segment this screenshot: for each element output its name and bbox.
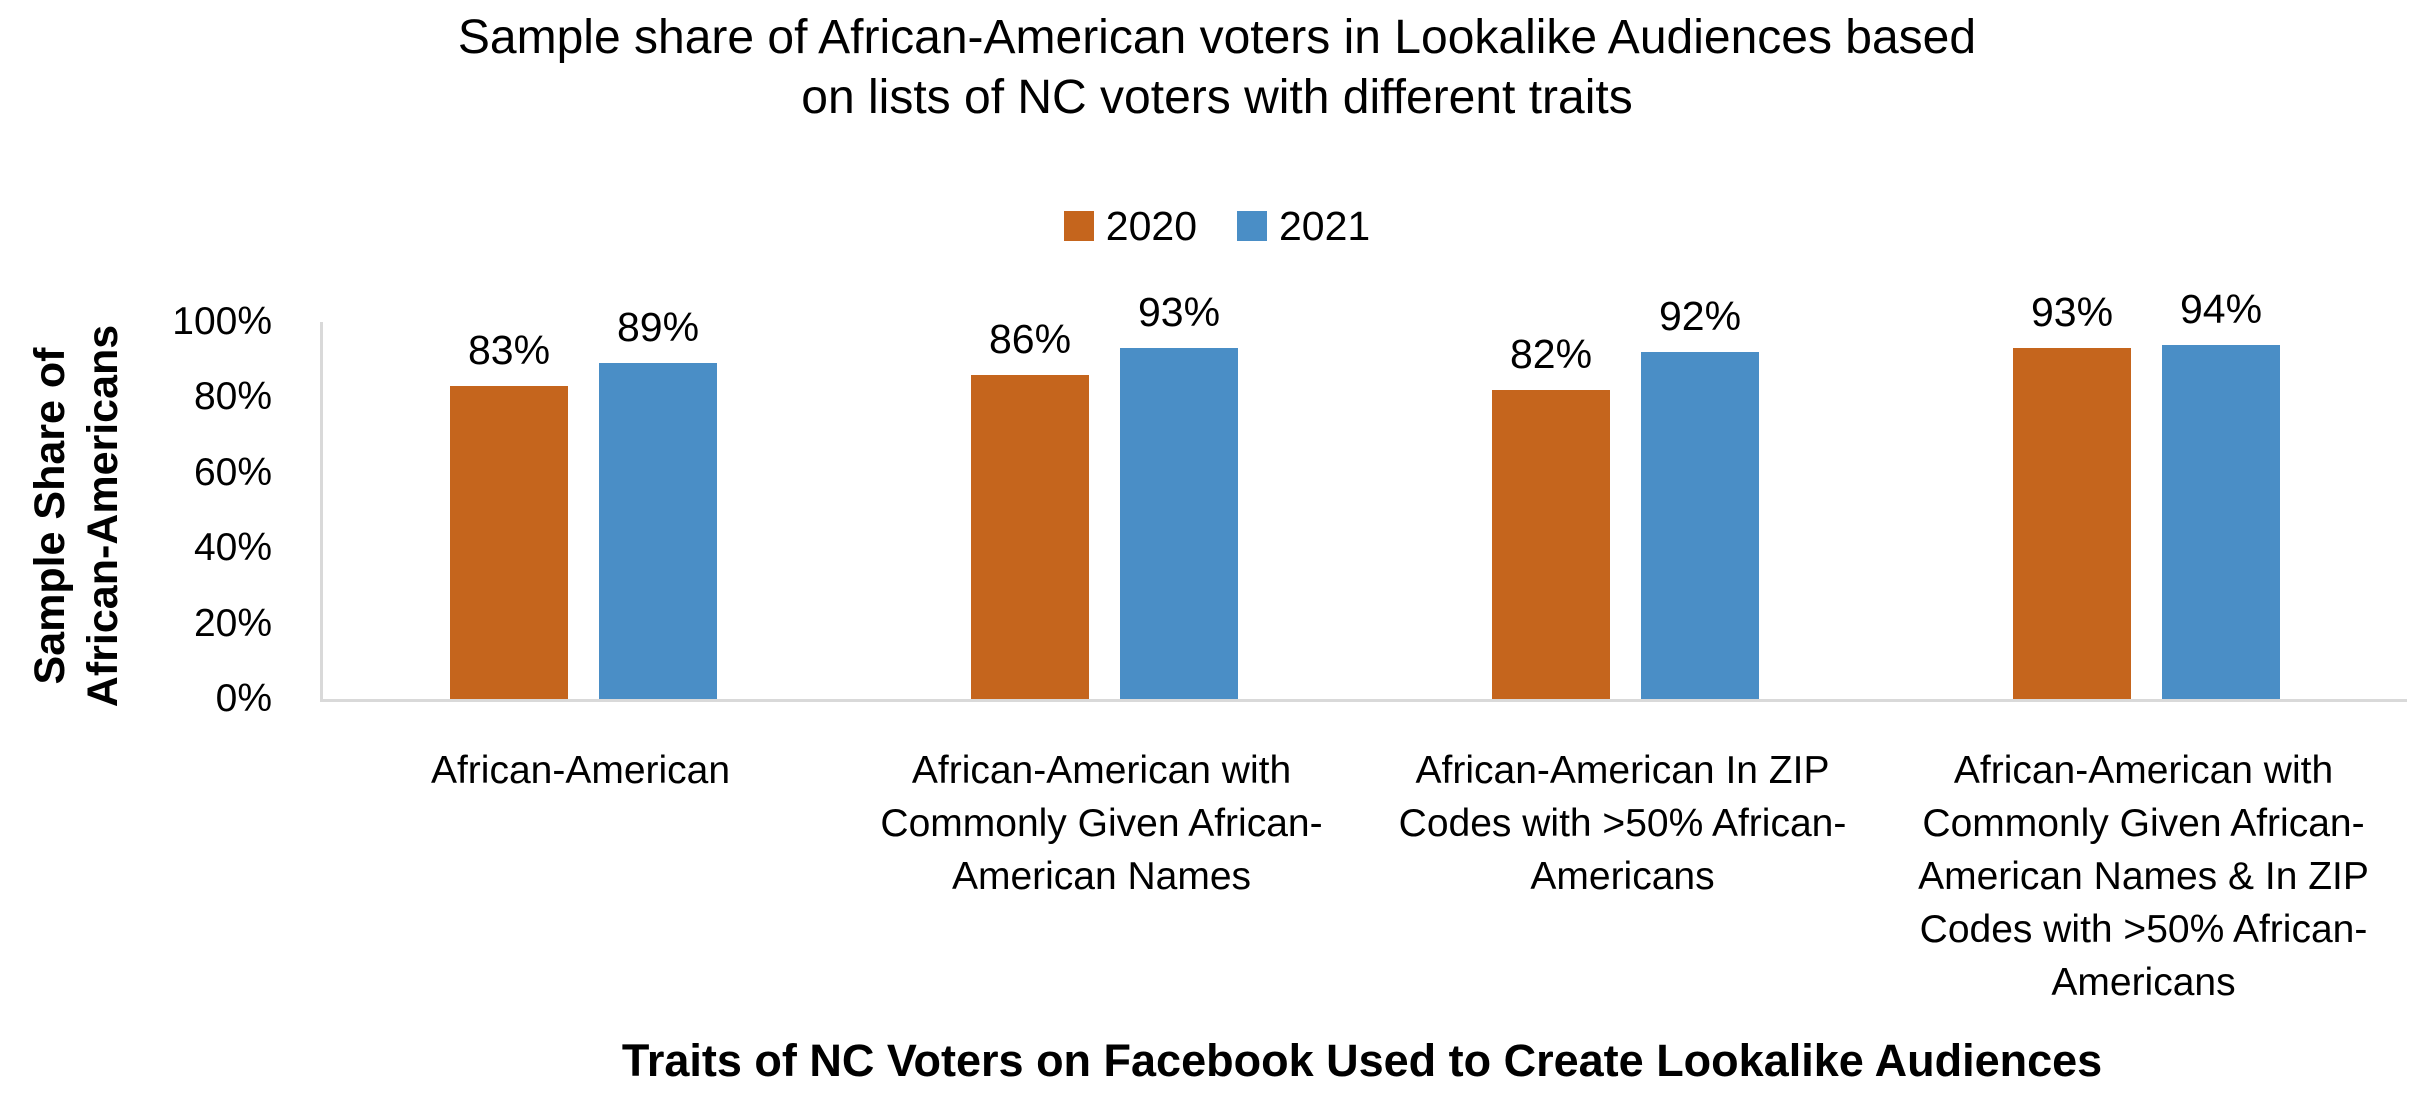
legend-swatch-icon — [1237, 211, 1267, 241]
category-labels: African-American African-American with Co… — [320, 744, 2404, 1009]
bar-group: 82% 92% — [1365, 294, 1886, 699]
legend: 2020 2021 — [0, 204, 2434, 248]
y-tick-label: 80% — [193, 375, 272, 419]
bar-2020: 93% — [2013, 290, 2131, 699]
y-tick-label: 40% — [193, 526, 272, 570]
bar-value-label: 93% — [1137, 289, 1221, 336]
y-tick-label: 60% — [193, 450, 272, 494]
bar-2021: 94% — [2162, 287, 2280, 699]
bar-2021: 89% — [599, 305, 717, 699]
bar-2021: 93% — [1120, 290, 1238, 699]
y-tick-label: 100% — [172, 300, 272, 343]
y-tick-labels: 0% 20% 40% 60% 80% 100% — [0, 301, 272, 720]
category-label: African-American with Commonly Given Afr… — [1918, 749, 2369, 1004]
category-label: African-American In ZIP Codes with >50% … — [1398, 749, 1847, 898]
bar-value-label: 93% — [2030, 289, 2114, 336]
bar-2021: 92% — [1641, 294, 1759, 699]
bar-2020: 86% — [971, 317, 1089, 699]
category-label: African-American with Commonly Given Afr… — [880, 749, 1323, 898]
bar-value-label: 86% — [988, 315, 1072, 362]
bar-value-label: 82% — [1509, 330, 1593, 377]
y-tick-label: 20% — [193, 601, 272, 645]
legend-item-2020: 2020 — [1063, 203, 1197, 249]
bar-2020: 83% — [450, 328, 568, 699]
bar-group: 83% 89% — [323, 305, 844, 699]
bar-value-label: 89% — [616, 304, 700, 351]
bar-value-label: 94% — [2179, 285, 2263, 332]
y-tick-label: 0% — [215, 677, 272, 720]
bar-group: 93% 94% — [1886, 287, 2407, 699]
bar-groups: 83% 89% 86% 93% 82% 92% 93% 94% — [323, 287, 2407, 699]
legend-item-2021: 2021 — [1237, 204, 1370, 248]
chart-title: Sample share of African-American voters … — [457, 11, 1977, 124]
legend-label: 2021 — [1279, 203, 1371, 249]
x-axis-title: Traits of NC Voters on Facebook Used to … — [621, 1035, 2103, 1086]
plot-area: 83% 89% 86% 93% 82% 92% 93% 94% — [320, 287, 2407, 702]
bar-2020: 82% — [1492, 332, 1610, 699]
bar-group: 86% 93% — [844, 290, 1365, 699]
bar-value-label: 92% — [1658, 293, 1742, 340]
category-label: African-American — [430, 749, 731, 792]
legend-swatch-icon — [1063, 211, 1094, 241]
legend-label: 2020 — [1105, 203, 1197, 249]
bar-value-label: 83% — [467, 327, 551, 374]
